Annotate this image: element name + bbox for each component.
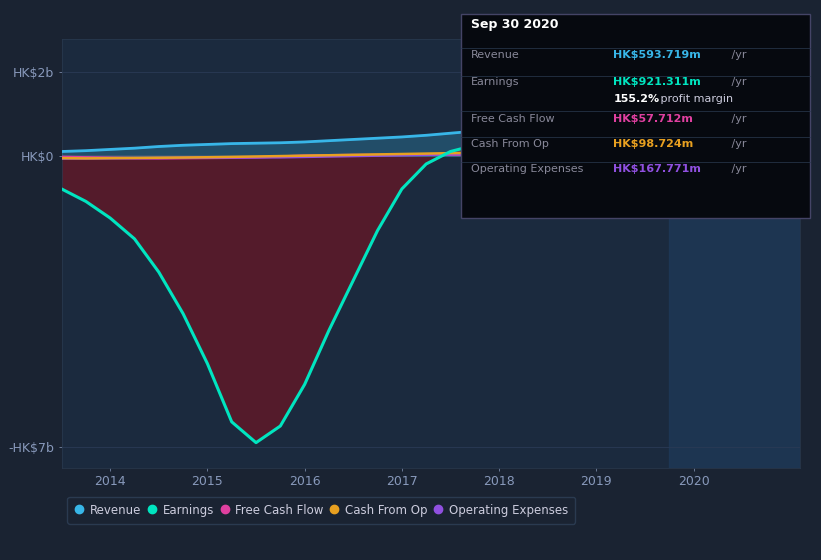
Text: 155.2%: 155.2%: [613, 94, 659, 104]
Text: Free Cash Flow: Free Cash Flow: [471, 114, 555, 124]
Text: HK$98.724m: HK$98.724m: [613, 139, 694, 149]
Text: Sep 30 2020: Sep 30 2020: [471, 18, 559, 31]
Text: Operating Expenses: Operating Expenses: [471, 164, 584, 174]
Text: /yr: /yr: [728, 50, 747, 60]
Text: /yr: /yr: [728, 139, 747, 149]
Text: /yr: /yr: [728, 114, 747, 124]
Text: HK$57.712m: HK$57.712m: [613, 114, 693, 124]
Bar: [669, 39, 800, 468]
Legend: Revenue, Earnings, Free Cash Flow, Cash From Op, Operating Expenses: Revenue, Earnings, Free Cash Flow, Cash …: [67, 497, 575, 524]
Text: HK$167.771m: HK$167.771m: [613, 164, 701, 174]
Text: /yr: /yr: [728, 77, 747, 87]
Text: profit margin: profit margin: [657, 94, 733, 104]
Text: /yr: /yr: [728, 164, 747, 174]
Text: HK$921.311m: HK$921.311m: [613, 77, 701, 87]
Text: Earnings: Earnings: [471, 77, 520, 87]
Text: Revenue: Revenue: [471, 50, 520, 60]
Text: Cash From Op: Cash From Op: [471, 139, 549, 149]
Text: HK$593.719m: HK$593.719m: [613, 50, 701, 60]
